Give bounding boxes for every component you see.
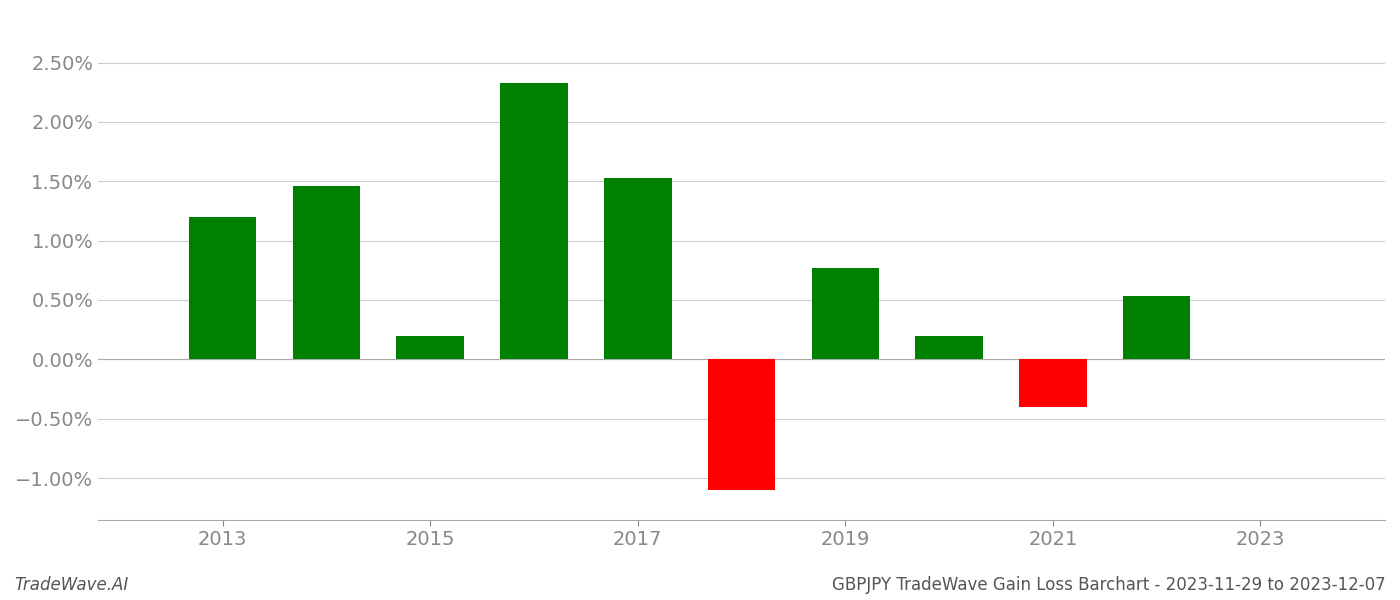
- Text: GBPJPY TradeWave Gain Loss Barchart - 2023-11-29 to 2023-12-07: GBPJPY TradeWave Gain Loss Barchart - 20…: [833, 576, 1386, 594]
- Bar: [708, 359, 776, 490]
- Bar: [812, 268, 879, 359]
- Bar: [189, 217, 256, 359]
- Bar: [916, 335, 983, 359]
- Bar: [396, 335, 463, 359]
- Text: TradeWave.AI: TradeWave.AI: [14, 576, 129, 594]
- Bar: [1123, 296, 1190, 359]
- Bar: [293, 186, 360, 359]
- Bar: [1019, 359, 1086, 407]
- Bar: [603, 178, 672, 359]
- Bar: [500, 83, 568, 359]
